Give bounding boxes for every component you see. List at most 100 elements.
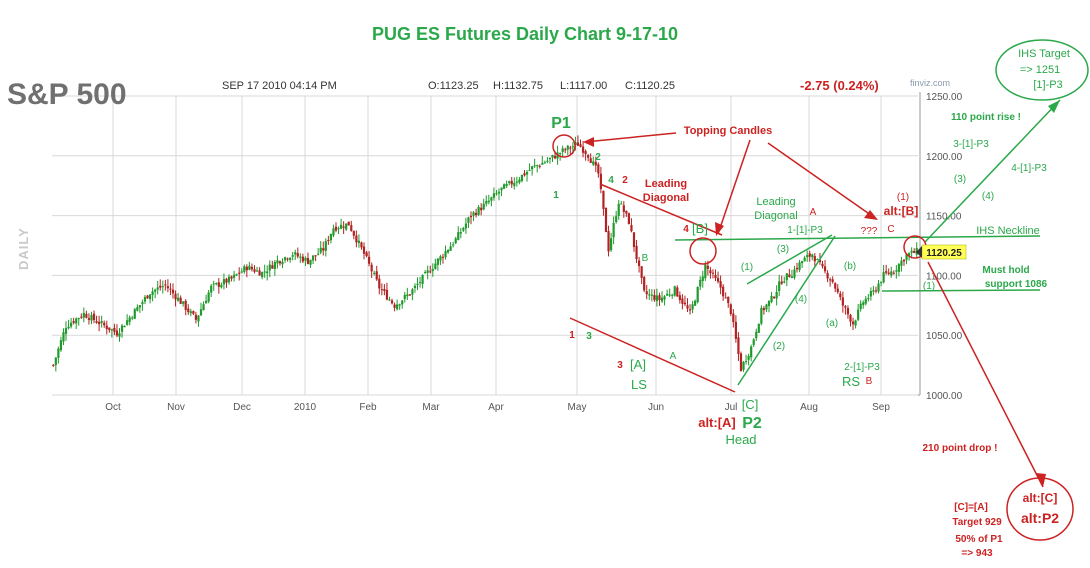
y-tick-label: 1000.00: [926, 391, 963, 402]
candle-body: [120, 325, 124, 332]
candle-body: [355, 235, 358, 243]
candle-body: [660, 297, 664, 302]
annotation-label: 2: [595, 152, 601, 163]
candle-body: [210, 285, 213, 293]
candle-body: [413, 285, 417, 289]
candle-body: [462, 228, 465, 231]
candle-body: [673, 286, 676, 296]
candle-body: [174, 293, 177, 300]
candle-body: [666, 293, 669, 296]
candle-body: [632, 232, 636, 247]
candle-body: [719, 281, 722, 288]
candle-body: [538, 165, 541, 167]
candle-body: [171, 289, 175, 294]
candle-body: [304, 257, 307, 261]
candle-body: [566, 145, 569, 150]
candle-body: [765, 304, 768, 310]
candle-body: [724, 297, 727, 299]
candle-body: [515, 181, 518, 183]
candle-body: [780, 281, 783, 284]
candle-body: [85, 313, 88, 318]
candle-body: [271, 265, 274, 269]
annotation-label: [1]-P3: [1033, 79, 1062, 91]
candle-body: [686, 305, 689, 309]
change-value: -2.75 (0.24%): [800, 78, 879, 93]
annotation-label: [B]: [692, 221, 708, 236]
candle-body: [597, 164, 600, 174]
b-circle: [689, 237, 717, 265]
annotation-label: Target 929: [952, 517, 1002, 528]
candle-body: [434, 263, 437, 270]
annotation-label: (1): [923, 281, 935, 292]
candle-body: [439, 256, 442, 261]
candle-body: [879, 282, 883, 284]
candle-body: [59, 340, 63, 351]
candle-body: [811, 254, 814, 258]
candle-body: [276, 260, 279, 264]
candle-body: [897, 264, 900, 272]
x-tick-label: Dec: [233, 402, 251, 413]
candle-body: [485, 201, 488, 204]
x-tick-label: Jun: [648, 402, 664, 413]
candle-body: [508, 181, 511, 184]
annotation-label: ???: [861, 226, 878, 237]
candle-body: [505, 184, 508, 186]
candle-body: [373, 272, 376, 274]
candle-body: [103, 322, 106, 326]
annotation-label: IHS Target: [1018, 48, 1070, 60]
candle-body: [87, 318, 91, 320]
candle-body: [772, 297, 776, 299]
y-tick-label: 1050.00: [926, 331, 963, 342]
candle-body: [467, 217, 470, 223]
candle-body: [495, 193, 498, 195]
candle-body: [365, 252, 368, 257]
candle-body: [431, 269, 434, 272]
candle-body: [138, 305, 141, 308]
annotation-label: 4-[1]-P3: [1011, 163, 1047, 174]
candle-body: [449, 246, 452, 251]
candle-body: [57, 348, 60, 358]
candle-body: [80, 316, 83, 318]
candle-body: [531, 166, 534, 170]
candle-body: [187, 308, 190, 313]
leading-diagonal-lower: [569, 317, 736, 393]
candle-body: [617, 203, 620, 216]
candle-body: [841, 297, 844, 306]
candle-body: [767, 300, 771, 307]
candle-body: [564, 149, 567, 151]
last-price-label: 1120.25: [926, 248, 962, 259]
candle-body: [141, 302, 144, 305]
annotation-label: Head: [725, 432, 756, 447]
candle-body: [492, 193, 496, 198]
candle-body: [477, 207, 480, 215]
annotation-label: alt:[C]: [1023, 491, 1058, 505]
candle-body: [907, 253, 911, 256]
candle-body: [818, 259, 822, 263]
candle-body: [900, 260, 903, 266]
candle-body: [207, 292, 210, 302]
candle-body: [233, 274, 236, 278]
annotation-label: (1): [741, 262, 753, 273]
candle-body: [388, 299, 391, 301]
candle-body: [571, 146, 574, 148]
annotation-label: => 1251: [1020, 64, 1060, 76]
candle-body: [816, 259, 819, 261]
candle-body: [294, 252, 297, 255]
candle-body: [857, 309, 860, 320]
candle-body: [314, 255, 317, 257]
candle-body: [230, 276, 233, 279]
candle-body: [324, 241, 327, 251]
candle-body: [469, 215, 473, 218]
drop-arrowhead: [1036, 473, 1046, 487]
candle-body: [291, 255, 294, 257]
annotation-label: 210 point drop !: [923, 443, 998, 454]
annotation-label: support 1086: [985, 279, 1048, 290]
candle-body: [480, 207, 483, 211]
candle-body: [737, 337, 740, 354]
candle-body: [775, 291, 778, 299]
timeframe-label: DAILY: [16, 227, 31, 270]
chart-title: PUG ES Futures Daily Chart 9-17-10: [371, 24, 679, 44]
candle-body: [457, 232, 460, 240]
candle-body: [783, 281, 786, 283]
